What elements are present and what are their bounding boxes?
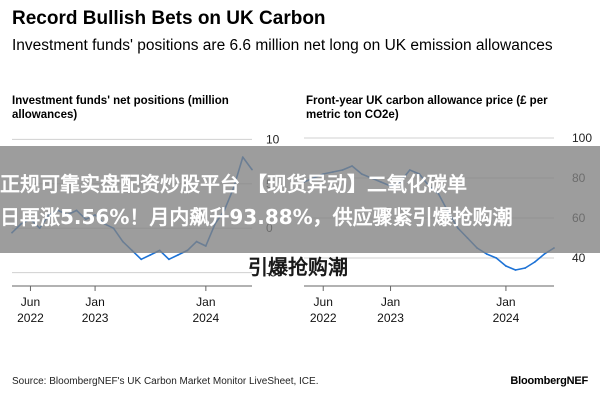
- x-tick-label: Jan: [496, 295, 515, 309]
- left-panel-title: Investment funds' net positions (million…: [12, 95, 229, 121]
- data-point: [524, 267, 527, 269]
- chart-subtitle: Investment funds' positions are 6.6 mill…: [12, 37, 553, 54]
- x-tick-label-year: 2022: [310, 311, 337, 325]
- x-tick-label-year: 2023: [82, 311, 109, 325]
- x-tick-label-year: 2023: [377, 311, 404, 325]
- x-tick-label: Jan: [381, 295, 400, 309]
- x-tick-label: Jun: [21, 295, 40, 309]
- y-tick-label: 10: [266, 132, 280, 146]
- overlay-band: [0, 146, 600, 253]
- x-tick-label: Jan: [85, 295, 104, 309]
- data-point: [168, 258, 170, 261]
- x-tick-label-year: 2022: [17, 311, 44, 325]
- x-tick-label-year: 2024: [493, 311, 520, 325]
- overlay-text-line-3: 引爆抢购潮: [248, 255, 348, 279]
- x-tick-label: Jun: [314, 295, 333, 309]
- y-tick-label: -5: [266, 266, 277, 280]
- data-point: [149, 253, 152, 256]
- source-note: Source: BloombergNEF's UK Carbon Market …: [12, 376, 319, 387]
- brand-logo: BloombergNEF: [510, 375, 588, 387]
- right-panel-title: Front-year UK carbon allowance price (£ …: [306, 95, 548, 121]
- data-point: [533, 261, 536, 263]
- data-point: [485, 253, 488, 255]
- data-point: [140, 258, 143, 261]
- x-tick-label-year: 2024: [192, 311, 219, 325]
- overlay-text-line-1: 正规可靠实盘配资炒股平台 【现货异动】二氧化碳单: [0, 172, 467, 196]
- data-point: [543, 253, 546, 255]
- data-point: [177, 253, 180, 256]
- y-tick-label: 100: [572, 131, 592, 145]
- y-tick-label: 40: [572, 251, 586, 265]
- x-tick-label: Jan: [196, 295, 215, 309]
- overlay-text-line-2: 日再涨5.56%！月内飙升93.88%，供应骤紧引爆抢购潮: [0, 205, 513, 229]
- data-point: [505, 265, 507, 267]
- chart-title: Record Bullish Bets on UK Carbon: [12, 8, 326, 29]
- data-point: [514, 269, 517, 271]
- data-point: [495, 257, 498, 259]
